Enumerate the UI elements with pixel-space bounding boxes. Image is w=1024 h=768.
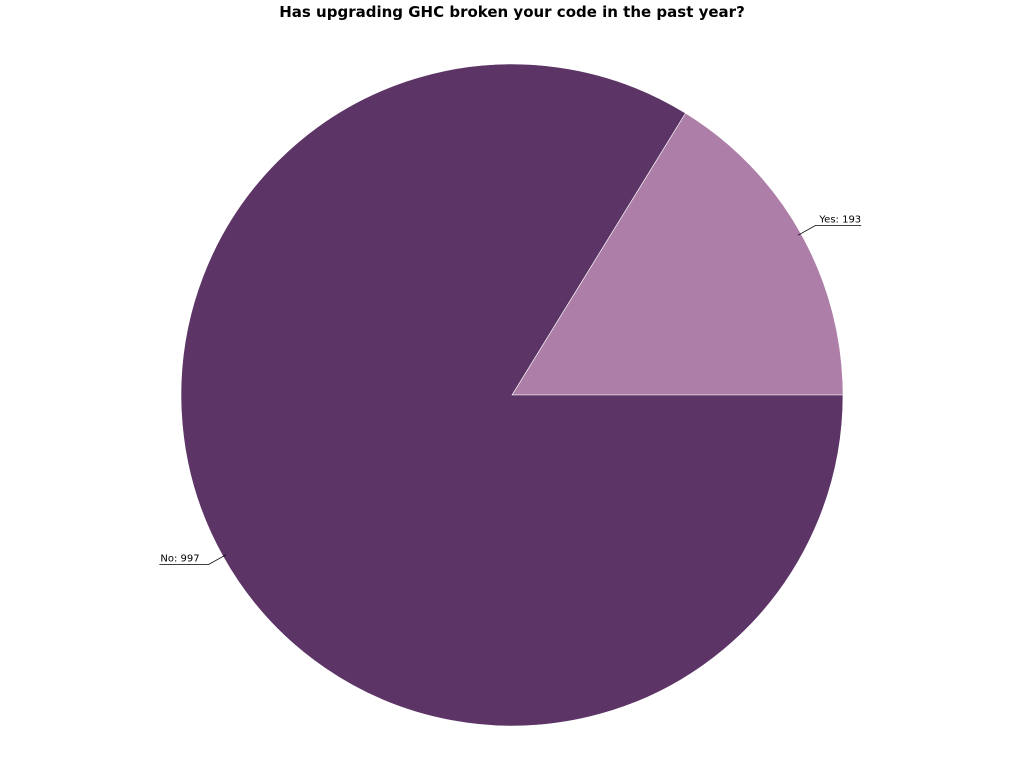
leader-line-yes [797, 225, 862, 236]
slice-label-no: No: 997 [160, 554, 199, 565]
chart-title: Has upgrading GHC broken your code in th… [279, 3, 745, 21]
slice-label-yes: Yes: 193 [818, 214, 861, 225]
leader-line-no [159, 554, 227, 565]
